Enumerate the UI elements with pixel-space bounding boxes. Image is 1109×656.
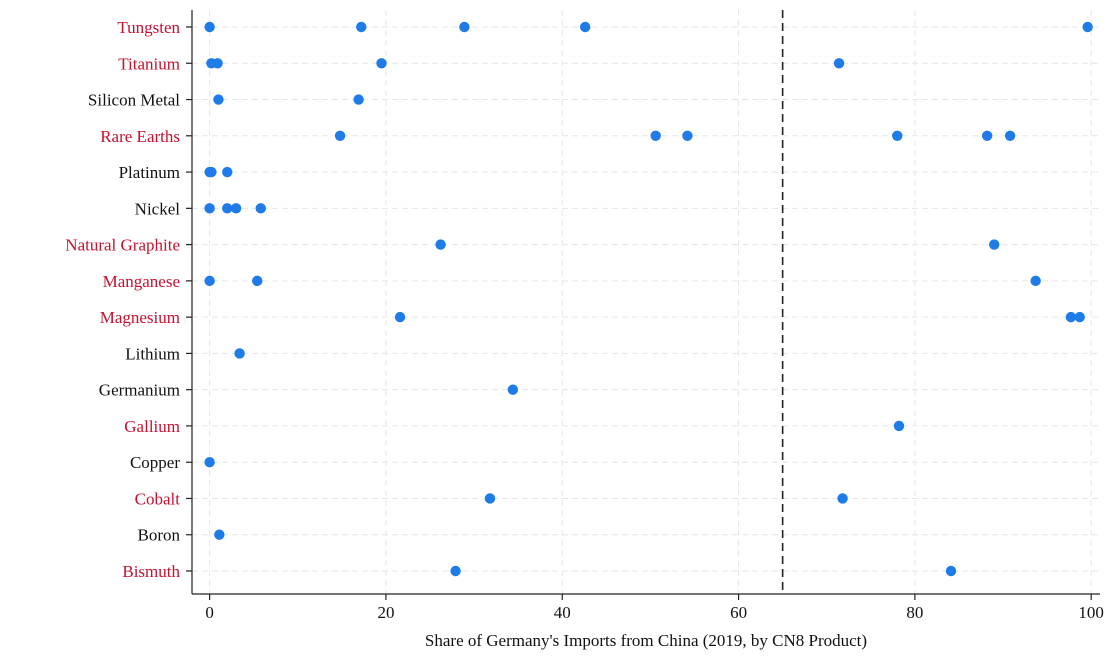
data-point (230, 203, 242, 214)
grid (192, 10, 1100, 594)
category-label: Titanium (118, 54, 180, 73)
category-label: Germanium (99, 381, 180, 400)
data-point (1030, 275, 1041, 287)
axes: 0 20 40 60 80 100 (186, 10, 1104, 622)
data-point (989, 239, 1000, 250)
data-point (650, 130, 661, 141)
category-label: Magnesium (100, 308, 180, 327)
data-point (893, 420, 905, 432)
data-point (892, 130, 903, 141)
data-point (234, 348, 245, 359)
data-point (981, 130, 993, 141)
data-point (252, 275, 263, 287)
data-point (212, 58, 223, 69)
x-tick-label: 40 (554, 603, 571, 622)
data-point (222, 203, 233, 214)
category-label: Copper (130, 453, 180, 472)
data-point (1065, 311, 1077, 323)
data-point (394, 311, 406, 323)
x-axis-title: Share of Germany's Imports from China (2… (425, 631, 867, 650)
x-tick-label: 60 (730, 603, 747, 622)
data-point (376, 58, 387, 69)
data-point (1074, 311, 1085, 323)
data-point (353, 94, 364, 105)
data-point (435, 239, 446, 250)
data-point (255, 203, 266, 214)
category-label: Natural Graphite (65, 236, 180, 255)
category-label: Boron (138, 526, 181, 545)
data-point (507, 384, 519, 395)
data-point (945, 565, 957, 577)
category-label: Rare Earths (100, 127, 180, 146)
category-labels: Tungsten Titanium Silicon Metal Rare Earths… (65, 18, 180, 581)
data-points (204, 21, 1093, 577)
data-point (682, 130, 693, 141)
category-label: Gallium (124, 417, 180, 436)
data-point (484, 493, 496, 504)
category-label: Silicon Metal (88, 91, 180, 110)
data-point (204, 203, 215, 214)
data-point (206, 166, 217, 178)
category-label: Manganese (103, 272, 180, 291)
data-point (1082, 21, 1093, 33)
data-point (833, 58, 845, 69)
category-label: Cobalt (135, 489, 181, 508)
x-tick-label: 20 (377, 603, 394, 622)
data-point (214, 529, 225, 540)
category-label: Nickel (135, 199, 181, 218)
category-label: Bismuth (122, 562, 180, 581)
data-point (356, 21, 367, 33)
category-label: Lithium (125, 344, 180, 363)
data-point (334, 130, 346, 141)
x-tick-label: 100 (1078, 603, 1104, 622)
category-label: Platinum (119, 163, 180, 182)
category-label: Tungsten (117, 18, 180, 37)
data-point (204, 457, 215, 468)
data-point (1004, 130, 1016, 141)
data-point (450, 565, 461, 577)
data-point (222, 166, 233, 178)
data-point (204, 275, 215, 287)
data-point (579, 21, 591, 33)
data-point (213, 94, 224, 105)
data-point (459, 21, 470, 33)
data-point (837, 493, 848, 504)
x-tick-label: 80 (906, 603, 923, 622)
data-point (204, 21, 215, 33)
x-tick-label: 0 (205, 603, 214, 622)
